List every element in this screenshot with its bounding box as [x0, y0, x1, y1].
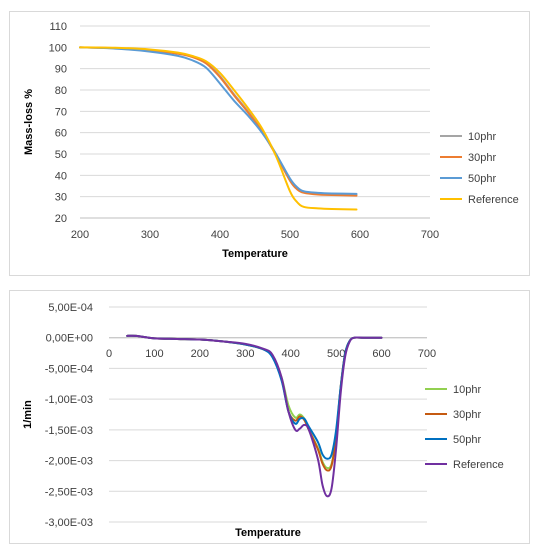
y-tick-label: 0,00E+00	[46, 333, 93, 345]
y-tick-label: 80	[55, 85, 67, 97]
y-tick-label: 90	[55, 64, 67, 76]
y-tick-label: 60	[55, 128, 67, 140]
y-axis-title: 1/min	[22, 400, 34, 429]
y-tick-label: 100	[49, 42, 67, 54]
x-tick-label: 300	[141, 229, 159, 241]
legend-label: Reference	[468, 194, 519, 206]
x-tick-label: 200	[191, 348, 209, 360]
x-tick-label: 400	[211, 229, 229, 241]
chart-panel-rate: -3,00E-03 -2,50E-03 -2,00E-03 -1,50E-03 -1,0…	[9, 290, 530, 544]
y-tick-label: 5,00E-04	[48, 302, 93, 314]
x-tick-label: 500	[281, 229, 299, 241]
y-tick-label: 70	[55, 106, 67, 118]
x-axis-title: Temperature	[222, 248, 288, 260]
chart-panel-mass-loss: 20 30 40 50 60 70 80 90 100 110 200 300 400 500 600 700…	[9, 11, 530, 276]
legend-label: 30phr	[468, 152, 496, 164]
x-tick-label: 0	[106, 348, 112, 360]
legend-label: 50phr	[453, 434, 481, 446]
y-tick-label: 110	[49, 21, 67, 33]
x-tick-label: 600	[351, 229, 369, 241]
x-tick-label: 500	[327, 348, 345, 360]
y-tick-label: 50	[55, 149, 67, 161]
y-axis-title: Mass-loss %	[23, 89, 35, 155]
series-line-reference	[79, 46, 358, 211]
x-axis-title: Temperature	[235, 527, 301, 539]
legend-label: 10phr	[453, 384, 481, 396]
y-tick-label: 20	[55, 213, 67, 225]
x-tick-label: 700	[418, 348, 436, 360]
series-line-reference	[126, 334, 383, 498]
rate-chart: -3,00E-03 -2,50E-03 -2,00E-03 -1,50E-03 -1,0…	[22, 302, 504, 539]
legend-label: 10phr	[468, 131, 496, 143]
y-tick-label: -5,00E-04	[45, 363, 93, 375]
y-tick-label: -1,50E-03	[45, 425, 93, 437]
legend-label: 50phr	[468, 173, 496, 185]
y-tick-label: 40	[55, 170, 67, 182]
y-tick-label: 30	[55, 192, 67, 204]
series-line-10phr	[79, 46, 358, 196]
series-line-50phr	[79, 46, 358, 195]
y-tick-label: -2,00E-03	[45, 456, 93, 468]
y-tick-label: -1,00E-03	[45, 394, 93, 406]
x-tick-label: 200	[71, 229, 89, 241]
mass-loss-chart: 20 30 40 50 60 70 80 90 100 110 200 300 400 500 600 700…	[23, 21, 519, 260]
x-tick-label: 400	[282, 348, 300, 360]
y-tick-label: -3,00E-03	[45, 517, 93, 529]
legend-label: Reference	[453, 459, 504, 471]
x-tick-label: 100	[145, 348, 163, 360]
legend-label: 30phr	[453, 409, 481, 421]
x-tick-label: 700	[421, 229, 439, 241]
y-tick-label: -2,50E-03	[45, 486, 93, 498]
x-tick-label: 600	[372, 348, 390, 360]
x-tick-label: 300	[236, 348, 254, 360]
series-line-30phr	[79, 46, 358, 197]
